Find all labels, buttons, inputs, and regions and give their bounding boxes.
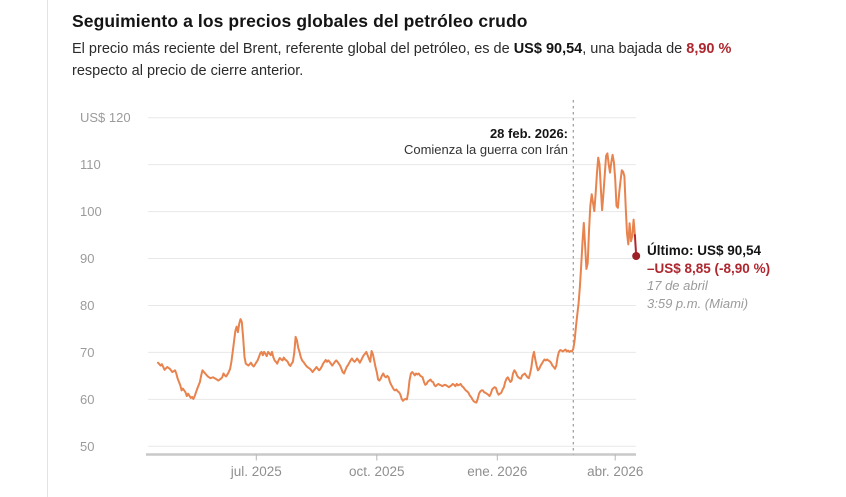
page-title: Seguimiento a los precios globales del p… bbox=[72, 11, 528, 31]
event-annotation: 28 feb. 2026: Comienza la guerra con Irá… bbox=[328, 126, 568, 157]
event-annotation-text: Comienza la guerra con Irán bbox=[403, 141, 568, 157]
x-axis-tick-label: oct. 2025 bbox=[349, 464, 405, 479]
x-axis-tick-label: jul. 2025 bbox=[230, 464, 282, 479]
chart-subtitle: El precio más reciente del Brent, refere… bbox=[72, 38, 790, 82]
latest-price-value: US$ 90,54 bbox=[513, 41, 583, 57]
y-axis-tick-label: 100 bbox=[80, 204, 102, 220]
price-line bbox=[157, 152, 636, 404]
y-axis-tick-label: 110 bbox=[80, 157, 101, 173]
y-axis-tick-label: US$ 120 bbox=[80, 110, 131, 126]
last-price-dot bbox=[632, 252, 641, 260]
y-axis-tick-label: 80 bbox=[80, 297, 95, 313]
price-change-percent: 8,90 % bbox=[686, 41, 732, 57]
last-point-callout: Último: US$ 90,54 –US$ 8,85 (-8,90 %) 17… bbox=[647, 242, 837, 312]
x-axis-tick-label: ene. 2026 bbox=[467, 464, 528, 479]
last-change-label: –US$ 8,85 (-8,90 %) bbox=[647, 260, 771, 276]
event-annotation-date: 28 feb. 2026: bbox=[489, 126, 568, 141]
y-axis-tick-label: 70 bbox=[80, 344, 95, 360]
y-axis-tick-label: 50 bbox=[80, 438, 95, 454]
last-time-label: 3:59 p.m. (Miami) bbox=[647, 295, 749, 311]
y-axis-tick-label: 90 bbox=[80, 251, 95, 267]
subtitle-text-2: , una bajada de bbox=[582, 41, 687, 57]
last-price-label: Último: US$ 90,54 bbox=[647, 243, 762, 258]
x-axis-tick-label: abr. 2026 bbox=[587, 464, 644, 479]
last-date-label: 17 de abril bbox=[647, 278, 708, 293]
y-axis-tick-label: 60 bbox=[80, 391, 95, 407]
subtitle-text-3: respecto al precio de cierre anterior. bbox=[72, 63, 304, 79]
card-left-border bbox=[47, 0, 48, 497]
subtitle-text-1: El precio más reciente del Brent, refere… bbox=[72, 41, 514, 57]
